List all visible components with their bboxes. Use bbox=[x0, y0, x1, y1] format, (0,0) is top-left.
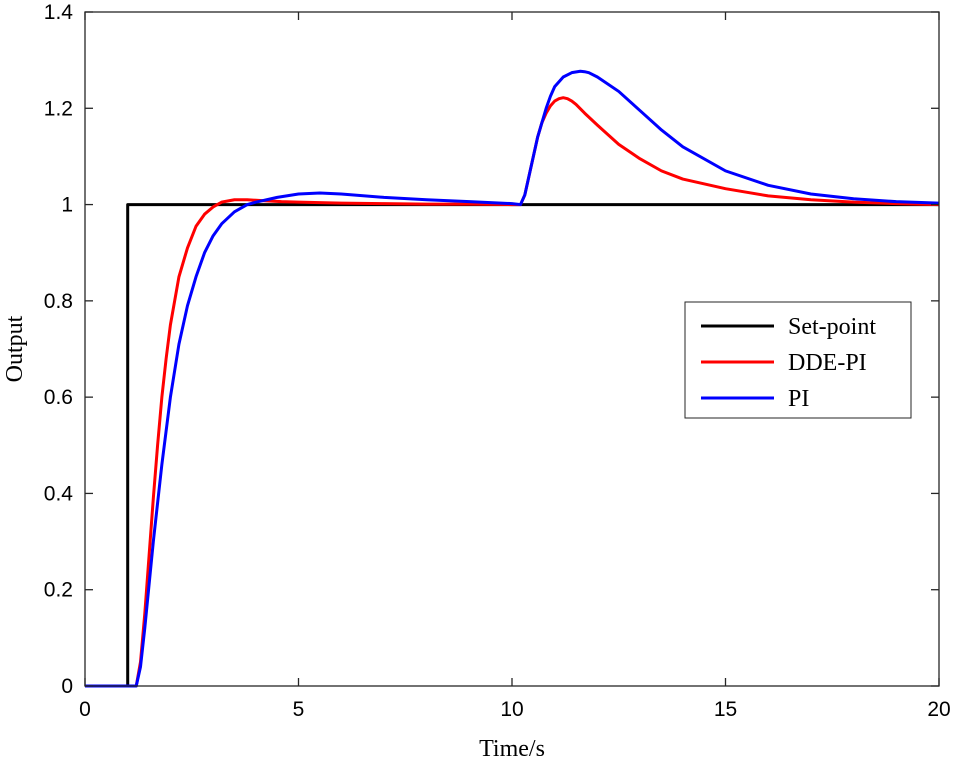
legend: Set-point DDE-PI PI bbox=[684, 301, 912, 419]
x-tick-label: 15 bbox=[714, 698, 737, 721]
x-axis-title: Time/s bbox=[479, 736, 545, 762]
y-axis-title: Output bbox=[2, 315, 28, 382]
y-tick-label: 1 bbox=[61, 194, 73, 217]
legend-label-set-point: Set-point bbox=[788, 314, 876, 340]
y-tick-label: 1.4 bbox=[44, 1, 74, 24]
y-tick-label: 1.2 bbox=[44, 97, 73, 120]
x-tick-label: 20 bbox=[927, 698, 950, 721]
y-tick-label: 0.8 bbox=[44, 290, 73, 313]
series-line-pi bbox=[85, 69, 940, 688]
y-tick-label: 0.2 bbox=[44, 579, 73, 602]
x-tick-label: 0 bbox=[79, 698, 91, 721]
y-tick-label: 0.4 bbox=[44, 482, 74, 505]
x-tick-label: 5 bbox=[293, 698, 305, 721]
y-tick-label: 0 bbox=[61, 675, 73, 698]
ticks-layer: 0 5 10 15 20 0 0.2 0.4 0.6 0.8 1 1.2 1.4 bbox=[44, 1, 951, 721]
y-tick-label: 0.6 bbox=[44, 386, 73, 409]
legend-label-pi: PI bbox=[788, 386, 809, 412]
legend-label-dde-pi: DDE-PI bbox=[788, 350, 867, 376]
x-tick-label: 10 bbox=[500, 698, 523, 721]
